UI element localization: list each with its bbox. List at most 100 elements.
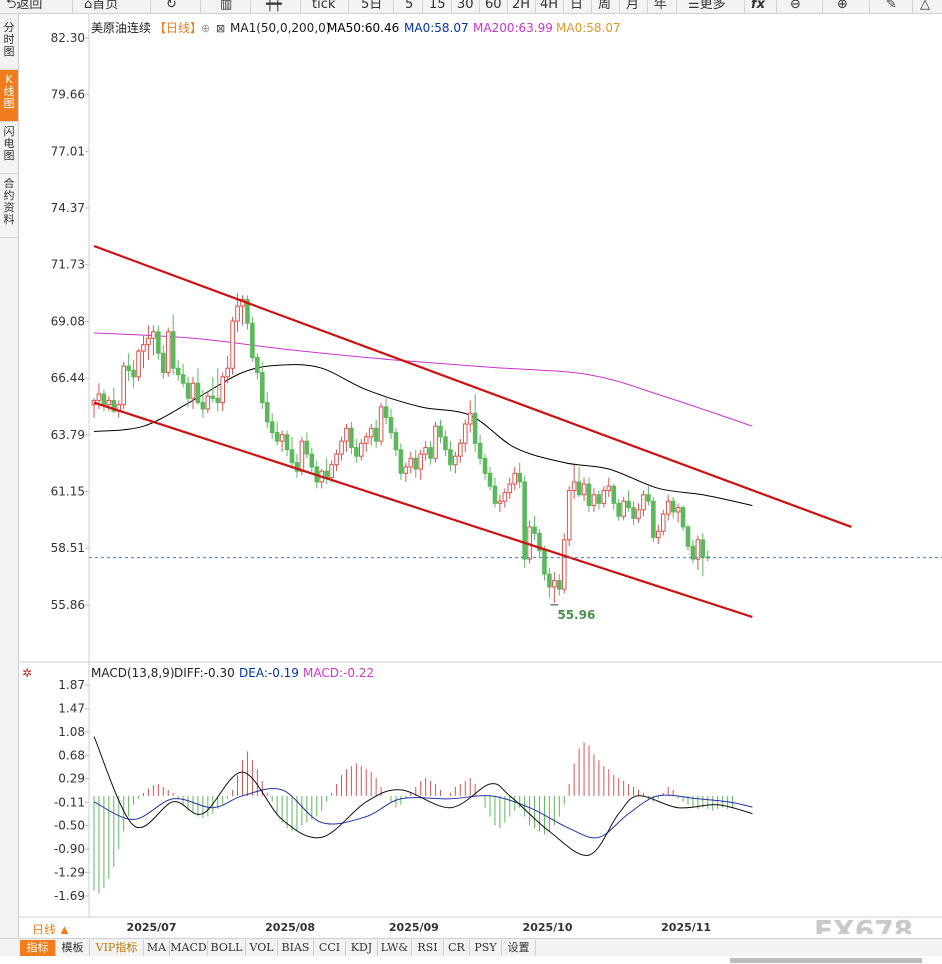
indicator-tab[interactable]: 指标 — [20, 940, 56, 956]
toolbar-divider — [535, 0, 536, 13]
toolbar-divider — [300, 0, 301, 13]
candle-body — [334, 453, 339, 466]
toolbar-divider — [200, 0, 201, 13]
candlestick-button[interactable]: ┿┿ — [266, 0, 282, 13]
refresh-button[interactable]: ↻ — [166, 0, 177, 13]
indicator-tab[interactable]: PSY — [470, 940, 502, 956]
period-day-button[interactable]: 日 — [570, 0, 584, 12]
candle-body — [309, 453, 315, 468]
indicator-tab[interactable]: RSI — [412, 940, 444, 956]
indicator-tab[interactable]: MA — [144, 940, 170, 956]
candle-body — [487, 472, 493, 487]
function-icon: fx — [751, 0, 766, 12]
candle-body — [477, 442, 483, 459]
candle-body — [467, 412, 473, 425]
indicator-tab[interactable]: BIAS — [278, 940, 314, 956]
candle-body — [443, 436, 448, 451]
back-button[interactable]: ⮌返回 — [6, 0, 42, 13]
horizontal-scrollbar[interactable] — [0, 956, 942, 964]
indicator-tab[interactable]: CCI — [314, 940, 346, 956]
candle-body — [354, 447, 359, 457]
chart-area[interactable]: 日线 ▲ 美原油连续 【日线】 ⊕ ⊠ MA1(50,0,200,0) MA50… — [19, 14, 942, 934]
zoom-in-button[interactable]: ⊕ — [837, 0, 848, 13]
indicator-tab[interactable]: LW& — [378, 940, 412, 956]
back-arrow-icon: ⮌ — [6, 0, 17, 12]
period-15min-button[interactable]: 15 — [429, 0, 446, 12]
tab-contract-info[interactable]: 合约资料 — [0, 174, 18, 238]
candle-body — [453, 455, 458, 466]
period-5min-button[interactable]: 5 — [405, 0, 414, 12]
indicator-tab[interactable]: 模板 — [56, 940, 90, 956]
period-30min-button[interactable]: 30 — [457, 0, 474, 12]
indicator-tab[interactable]: BOLL — [208, 940, 246, 956]
toolbar-divider — [422, 0, 423, 13]
candle-body — [566, 489, 572, 541]
candle-body — [502, 492, 508, 502]
period-2h-button[interactable]: 2H — [512, 0, 531, 12]
ma-label: MA1(50,0,200,0) — [230, 21, 330, 35]
macd-tick-label: 1.08 — [58, 725, 85, 739]
candle-body — [146, 337, 151, 346]
candle-body — [264, 402, 270, 423]
period-5day-button[interactable]: 5日 — [361, 0, 383, 12]
gear-icon[interactable]: ✲ — [22, 666, 32, 680]
toolbar-divider — [776, 0, 777, 13]
period-60min-button[interactable]: 60 — [485, 0, 502, 12]
candle-body — [141, 344, 146, 352]
candle-body — [522, 481, 527, 560]
kline-chart[interactable]: 日线 ▲ 美原油连续 【日线】 ⊕ ⊠ MA1(50,0,200,0) MA50… — [19, 14, 942, 934]
period-tick-button[interactable]: tick — [312, 0, 336, 12]
period-week-button[interactable]: 周 — [598, 0, 612, 12]
indicator-tab[interactable]: CR — [444, 940, 470, 956]
candle-body — [616, 502, 622, 517]
zoom-in-icon: ⊕ — [837, 0, 848, 12]
bar-chart-button[interactable]: ▥ — [220, 0, 232, 13]
candle-body — [507, 483, 513, 494]
x-tick-label: 2025/08 — [265, 921, 315, 934]
indicator-tab[interactable]: KDJ — [346, 940, 378, 956]
period-4h-button[interactable]: 4H — [540, 0, 559, 12]
candle-body — [557, 580, 562, 590]
period-selector[interactable]: 日线 ▲ — [32, 923, 70, 934]
candle-body — [458, 442, 463, 457]
macd-tick-label: 1.87 — [58, 678, 85, 692]
candle-body — [304, 440, 310, 455]
home-icon: ⌂ — [84, 0, 93, 12]
toolbar-divider — [563, 0, 564, 13]
price-tick-label: 61.15 — [51, 485, 85, 499]
period-month-button[interactable]: 月 — [626, 0, 640, 12]
indicator-tab[interactable]: VIP指标 — [90, 940, 144, 956]
tab-timeshare[interactable]: 分时图 — [0, 18, 18, 70]
period-year-button[interactable]: 年 — [654, 0, 668, 12]
candle-body — [611, 485, 617, 504]
tab-kline[interactable]: K线图 — [0, 70, 18, 122]
candle-body — [175, 367, 181, 376]
channel-upper-line — [93, 244, 852, 528]
candle-body — [368, 427, 374, 438]
indicator-tab[interactable]: MACD — [170, 940, 208, 956]
candle-body — [165, 331, 171, 374]
candle-body — [675, 507, 681, 513]
settings-circle-icon[interactable]: ⊕ — [201, 22, 210, 35]
macd-value: MACD:-0.22 — [303, 666, 374, 680]
candle-body — [161, 352, 166, 374]
formula-button[interactable]: fx — [751, 0, 766, 13]
candle-body — [591, 494, 597, 506]
more-button[interactable]: ☰更多 — [688, 0, 726, 13]
draw-line-button[interactable]: ✎ — [886, 0, 897, 13]
zoom-out-button[interactable]: ⊖ — [790, 0, 801, 13]
indicator-tab[interactable]: VOL — [246, 940, 278, 956]
price-tick-label: 66.44 — [51, 371, 85, 385]
candle-body — [517, 472, 522, 483]
macd-dea-line — [93, 788, 753, 839]
scrollbar-thumb[interactable] — [730, 958, 922, 963]
candle-body — [670, 500, 676, 513]
tab-flash[interactable]: 闪电图 — [0, 122, 18, 174]
x-tick-label: 2025/10 — [523, 921, 573, 934]
candle-body — [492, 485, 498, 504]
candle-body — [225, 367, 230, 378]
indicator-tab[interactable]: 设置 — [502, 940, 536, 956]
home-button[interactable]: ⌂首页 — [84, 0, 118, 13]
candle-body — [685, 526, 691, 547]
triangle-tool-button[interactable]: △ — [920, 0, 930, 13]
